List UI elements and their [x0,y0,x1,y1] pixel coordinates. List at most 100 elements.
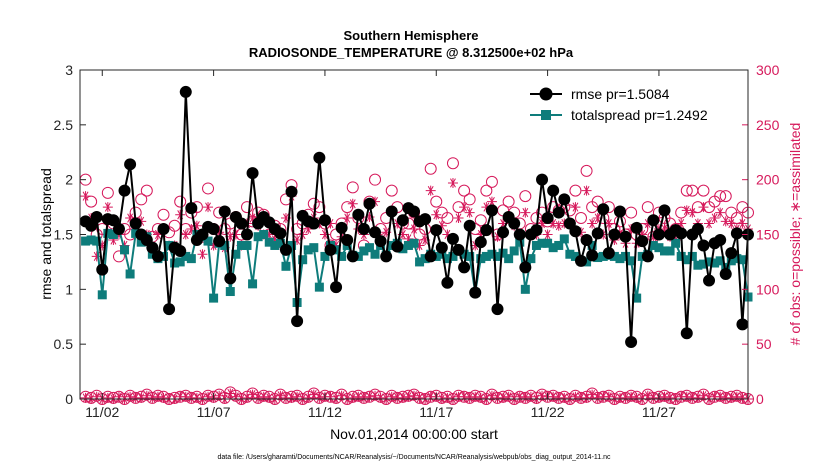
totalspread-point [632,293,642,303]
obs-assimilated_upper-point [303,224,314,235]
obs-assimilated-point [336,390,347,401]
rmse-point [185,202,198,215]
obs-assimilated_upper-point [108,234,119,245]
rmse-point [474,236,487,249]
rmse-point [497,226,510,239]
obs-possible_upper-point [474,214,487,227]
obs-assimilated-point [141,390,152,401]
obs-assimilated-point [659,391,670,402]
y-axis-left-label: rmse and totalspread [38,168,54,300]
obs-assimilated-point [525,391,536,402]
y-right-tick-label: 300 [756,62,780,78]
rmse-point [630,221,643,234]
totalspread-point [186,254,196,264]
rmse-point [519,261,532,274]
y-left-tick-label: 0 [65,391,73,407]
totalspread-point [298,255,308,265]
x-tick-label: 11/07 [197,404,231,420]
obs-assimilated-point [470,391,481,402]
obs-assimilated-point [353,391,364,402]
obs-assimilated-point [314,392,325,403]
obs-assimilated_upper-point [687,207,698,218]
rmse-point [246,167,259,180]
rmse-point [469,286,482,299]
obs-possible_upper-point [313,201,326,214]
rmse-point [207,223,220,236]
totalspread-point [732,254,742,264]
rmse-point [363,197,376,210]
legend-spread-label: totalspread pr=1.2492 [571,107,708,123]
obs-assimilated_upper-point [603,218,614,229]
totalspread-point [92,236,102,246]
rmse-point [619,230,632,243]
obs-assimilated-point [459,391,470,402]
rmse-point [446,232,459,245]
obs-assimilated-point [425,391,436,402]
rmse-point [608,228,621,241]
rmse-point [602,247,615,260]
totalspread-point [648,240,658,250]
obs-assimilated-point [91,391,102,402]
obs-assimilated_upper-point [214,227,225,238]
totalspread-point [565,249,575,259]
obs-assimilated-point [325,391,336,402]
totalspread-point [448,251,458,261]
obs-assimilated_upper-point [637,229,648,240]
obs-assimilated_upper-point [548,218,559,229]
totalspread-point [737,255,747,265]
obs-assimilated-point [559,392,570,403]
obs-assimilated_upper-point [325,218,336,229]
totalspread-point [515,237,525,247]
obs-assimilated-point [598,391,609,402]
totalspread-point [693,260,703,270]
totalspread-point [270,240,280,250]
obs-possible_upper-point [168,219,181,232]
plot-box [79,69,749,400]
obs-assimilated_upper-point [698,202,709,213]
totalspread-point [409,238,419,248]
obs-possible_upper-point [174,195,187,208]
totalspread-point [554,240,564,250]
obs-possible_upper-point [140,184,153,197]
rmse-point [318,214,331,227]
obs-assimilated_upper-point [475,229,486,240]
rmse-point [90,210,103,223]
obs-assimilated_upper-point [587,218,598,229]
obs-assimilated-point [158,392,169,403]
rmse-point [107,214,120,227]
rmse-point [691,223,704,236]
rmse-point [279,243,292,256]
obs-assimilated_upper-point [420,234,431,245]
obs-assimilated-point [464,392,475,403]
x-tick-label: 11/02 [85,404,119,420]
obs-assimilated_upper-point [364,211,375,222]
obs-assimilated_upper-point [726,218,737,229]
rmse-point [575,254,587,267]
totalspread-point [476,254,486,264]
obs-assimilated-point [358,392,369,403]
rmse-point [491,303,504,316]
rmse-point [129,217,142,230]
totalspread-point [225,287,235,297]
obs-assimilated-point [292,391,303,402]
totalspread-point [487,249,497,259]
totalspread-point [660,246,669,256]
rmse-point [241,228,253,241]
obs-assimilated-point [503,391,514,402]
obs-assimilated-point [737,392,748,403]
totalspread-point [654,243,664,253]
rmse-point [118,184,131,197]
totalspread-point [442,254,452,264]
rmse-point [513,228,526,241]
obs-assimilated_upper-point [97,240,108,251]
totalspread-point [81,236,91,246]
obs-possible_upper-point [480,184,493,197]
obs-assimilated-point [264,392,275,403]
totalspread-point [175,257,185,267]
obs-assimilated-point [242,392,252,403]
totalspread-point [726,256,736,266]
obs-possible_upper-point [430,195,443,208]
rmse-point [625,335,638,348]
obs-assimilated-point [230,391,241,402]
obs-assimilated_upper-point [208,240,219,251]
